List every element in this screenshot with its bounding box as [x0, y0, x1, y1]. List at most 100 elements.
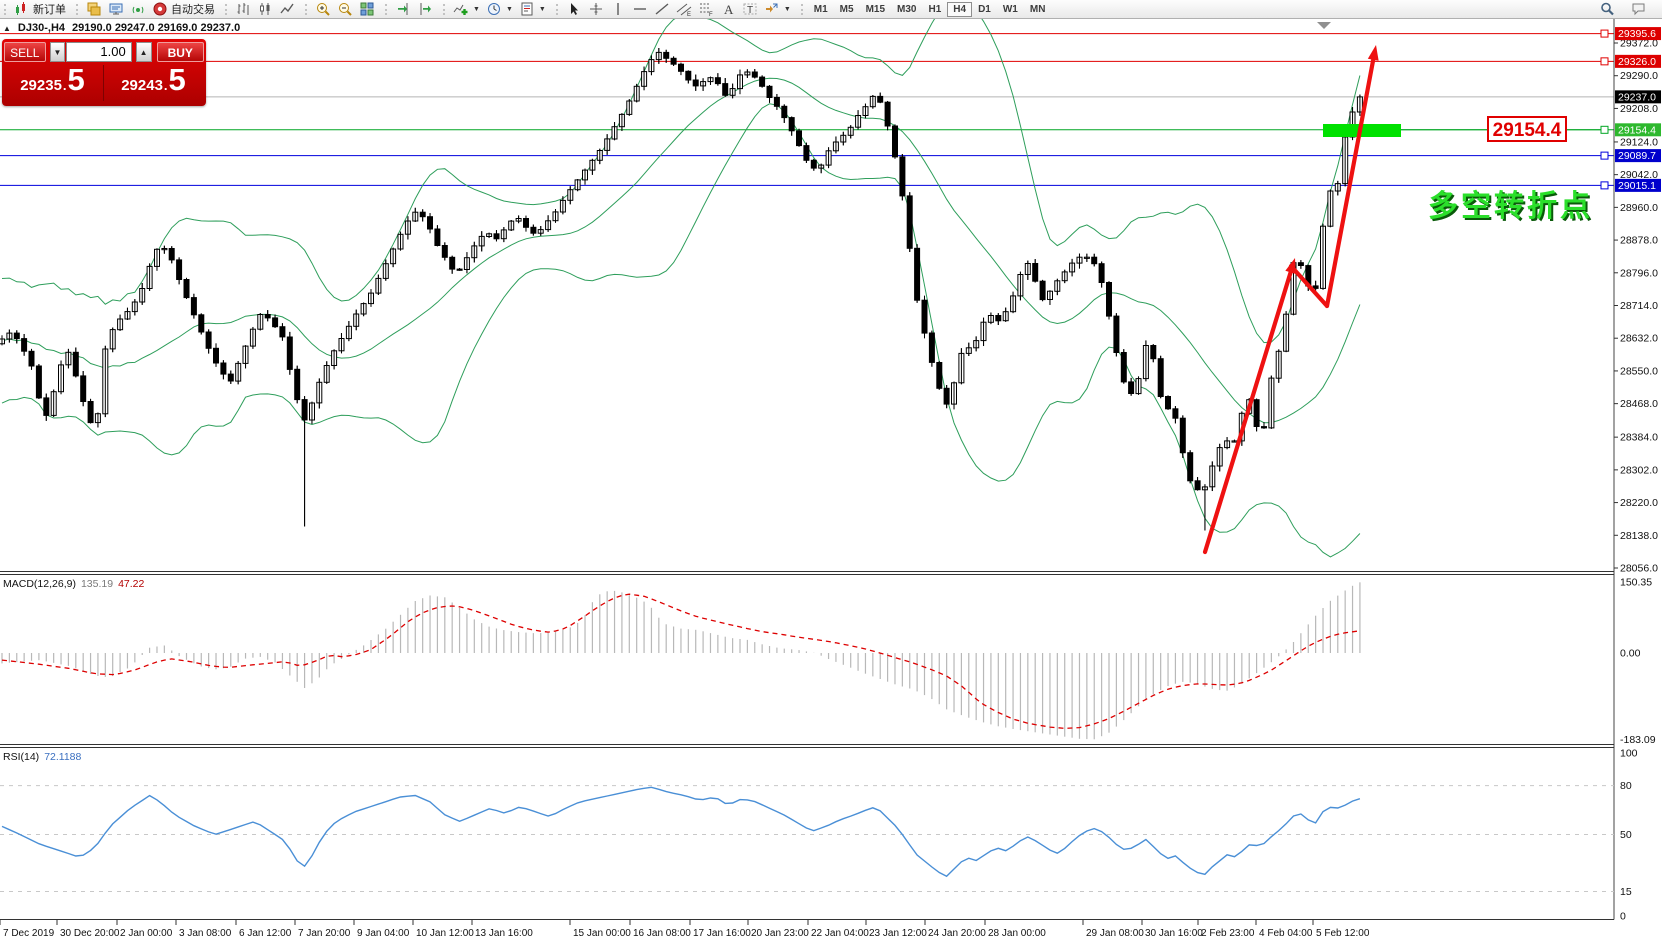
volume-increase-button[interactable]: ▲ — [135, 42, 152, 62]
toolbar-grip[interactable] — [443, 3, 447, 15]
trend-arrow-line[interactable] — [1324, 54, 1376, 309]
toolbar-grip[interactable] — [305, 3, 309, 15]
timeframe-M1[interactable]: M1 — [813, 3, 828, 15]
macd-signal-line[interactable] — [1, 593, 1360, 730]
periods-button[interactable]: ▼ — [483, 1, 516, 17]
timeframe-H4[interactable]: H4 — [947, 1, 973, 17]
svg-text:29237.0: 29237.0 — [1618, 91, 1656, 103]
rsi-indicator-label: RSI(14) 72.1188 — [3, 751, 82, 763]
svg-text:0.00: 0.00 — [1620, 648, 1641, 660]
spin-down-icon: ▼ — [53, 47, 62, 57]
level-handle[interactable] — [1600, 181, 1609, 190]
toolbar-grip[interactable] — [385, 3, 389, 15]
charts-cascade-icon — [87, 2, 101, 16]
timeframe-H1[interactable]: H1 — [928, 3, 942, 15]
bar-chart-button[interactable] — [232, 1, 254, 17]
trend-arrow-line[interactable] — [1288, 263, 1330, 309]
svg-text:15: 15 — [1620, 886, 1632, 898]
zoom-out-button[interactable] — [334, 1, 356, 17]
bollinger-lower-band[interactable] — [1, 103, 1361, 558]
dropdown-caret-icon[interactable]: ▼ — [505, 5, 513, 13]
dropdown-caret-icon[interactable]: ▼ — [473, 5, 480, 13]
svg-text:28 Jan 00:00: 28 Jan 00:00 — [988, 928, 1046, 939]
macd-panel[interactable] — [1, 582, 1361, 740]
zoom-in-button[interactable] — [312, 1, 334, 17]
indicators-button[interactable]: ▼ — [450, 1, 483, 17]
timeframe-M15[interactable]: M15 — [865, 3, 886, 15]
trendline-button[interactable] — [651, 1, 673, 17]
toolbar-grip[interactable] — [76, 3, 80, 15]
templates-button[interactable]: ▼ — [516, 1, 549, 17]
trend-arrow-line[interactable] — [1202, 267, 1294, 555]
chat-icon — [1632, 3, 1645, 16]
time-axis[interactable] — [0, 920, 1314, 925]
line-chart-button[interactable] — [276, 1, 298, 17]
equidistant-channel-icon: E — [676, 3, 692, 17]
svg-text:10 Jan 12:00: 10 Jan 12:00 — [416, 928, 474, 939]
rsi-panel[interactable] — [0, 785, 1614, 893]
toolbar-group-3 — [301, 0, 381, 18]
toolbar-grip[interactable] — [225, 3, 229, 15]
autotrading-robot-icon — [153, 2, 167, 16]
dropdown-caret-icon[interactable]: ▼ — [783, 5, 791, 13]
search-icon — [1601, 2, 1614, 16]
charts-button[interactable] — [83, 1, 105, 17]
toolbar-grip[interactable] — [4, 3, 8, 15]
svg-text:28714.0: 28714.0 — [1620, 300, 1658, 312]
autotrading-button[interactable]: 自动交易 — [149, 1, 218, 17]
crosshair-button[interactable] — [585, 1, 607, 17]
cursor-button[interactable] — [563, 1, 585, 17]
svg-text:28384.0: 28384.0 — [1620, 432, 1658, 444]
vertical-line-button[interactable] — [607, 1, 629, 17]
search-button[interactable] — [1596, 1, 1618, 17]
auto-scroll-button[interactable] — [392, 1, 414, 17]
horizontal-line-button[interactable] — [629, 1, 651, 17]
bollinger-middle-band[interactable] — [1, 77, 1361, 424]
text-button[interactable]: A — [717, 1, 739, 17]
new-order-button[interactable]: 新订单 — [11, 1, 69, 17]
level-handle[interactable] — [1600, 125, 1609, 134]
toolbar-grip[interactable] — [555, 3, 560, 15]
fibonacci-button[interactable]: F — [695, 1, 717, 17]
bollinger-upper-band[interactable] — [1, 18, 1361, 344]
svg-text:T: T — [747, 5, 753, 16]
equidistant-channel-button[interactable]: E — [673, 1, 695, 17]
svg-text:100: 100 — [1620, 748, 1638, 760]
timeframe-group: M1 M5 M15 M30 H1 H4 D1 W1 MN — [797, 0, 1055, 18]
candlestick-chart-button[interactable] — [254, 1, 276, 17]
text-label-button[interactable]: T — [739, 1, 761, 17]
text-label-icon: T — [743, 3, 757, 16]
buy-button[interactable]: BUY — [156, 42, 204, 62]
timeframe-M30[interactable]: M30 — [897, 3, 917, 15]
price-badge-29326.0 — [1615, 54, 1661, 68]
tile-windows-button[interactable] — [356, 1, 378, 17]
market-watch-button[interactable] — [105, 1, 127, 17]
level-handle[interactable] — [1600, 57, 1609, 66]
sell-button[interactable]: SELL — [4, 42, 46, 62]
timeframe-MN[interactable]: MN — [1029, 3, 1046, 15]
svg-text:13 Jan 16:00: 13 Jan 16:00 — [475, 928, 533, 939]
timeframe-M5[interactable]: M5 — [839, 3, 854, 15]
dropdown-caret-icon[interactable]: ▼ — [538, 5, 546, 13]
signals-button[interactable] — [127, 1, 149, 17]
ask-main-digits: 29243 — [121, 77, 163, 94]
arrows-button[interactable]: ▼ — [761, 1, 794, 17]
volume-input[interactable]: 1.00 — [66, 42, 132, 62]
timeframe-D1[interactable]: D1 — [978, 3, 991, 15]
collapse-panel-icon[interactable]: ▲ — [3, 24, 11, 33]
chart-shift-marker[interactable] — [1317, 22, 1331, 29]
rsi-line[interactable] — [1, 786, 1361, 878]
toolbar-group-6: E F A T ▼ — [552, 0, 797, 18]
periods-clock-icon — [487, 3, 500, 15]
chart-canvas[interactable]: 29372.0 29290.0 29208.0 29124.0 29042.0 28960… — [0, 18, 1662, 943]
toolbar-group-0: 新订单 — [0, 0, 72, 18]
price-level-flag[interactable]: 29154.4 — [1487, 116, 1567, 142]
toolbar-grip[interactable] — [800, 3, 805, 15]
timeframe-W1[interactable]: W1 — [1002, 3, 1018, 15]
svg-text:15 Jan 00:00: 15 Jan 00:00 — [573, 928, 631, 939]
level-handle[interactable] — [1600, 151, 1609, 160]
level-handle[interactable] — [1600, 29, 1609, 38]
chart-shift-button[interactable] — [414, 1, 436, 17]
chat-button[interactable] — [1628, 1, 1650, 17]
volume-decrease-button[interactable]: ▼ — [49, 42, 66, 62]
